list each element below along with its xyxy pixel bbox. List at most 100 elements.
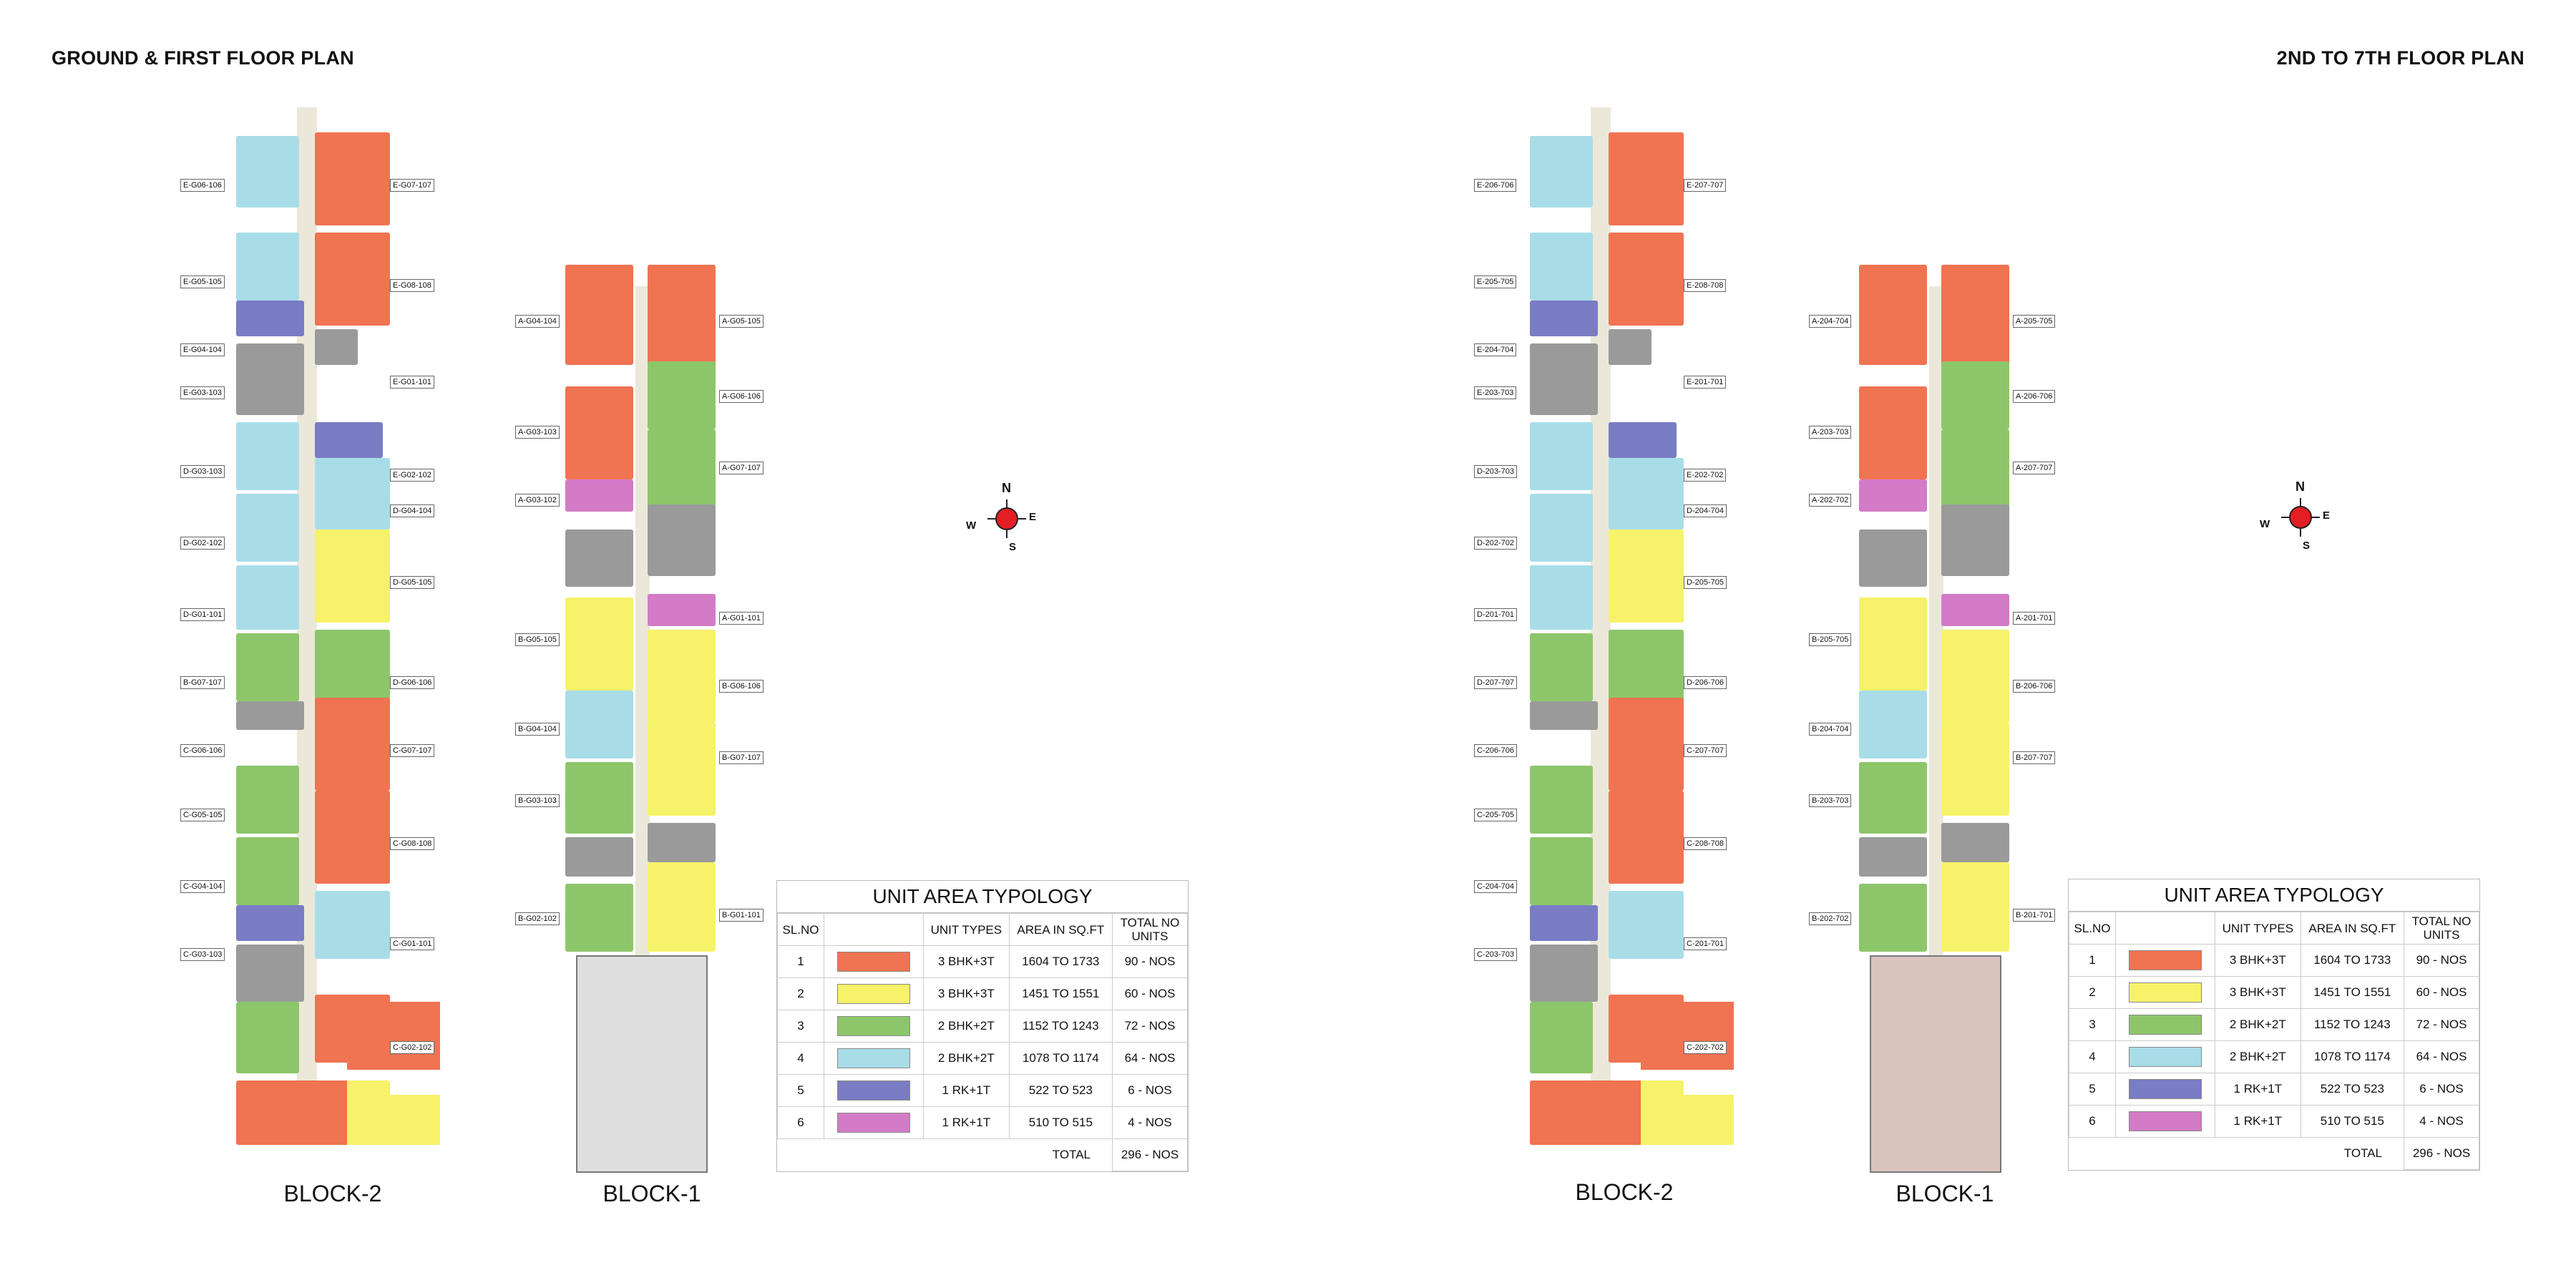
block2-unit-west [1530, 701, 1598, 730]
legend-color-swatch [2129, 1047, 2202, 1067]
block1-unit-east [648, 630, 716, 723]
block1-unit-west [565, 386, 633, 479]
legend-swatch [824, 945, 924, 978]
compass-right: N S E W [2260, 479, 2333, 552]
unit-tag: C-G02-102 [390, 1041, 435, 1054]
unit-tag: A-G06-106 [719, 390, 763, 403]
legend-type: 1 RK+1T [2215, 1105, 2301, 1138]
unit-tag: D-G03-103 [180, 465, 225, 478]
legend-header-area: AREA IN SQ.FT [2300, 912, 2405, 945]
legend-color-swatch [837, 1048, 910, 1068]
legend-sl: 1 [777, 945, 824, 978]
unit-tag: A-G07-107 [719, 462, 763, 474]
block2-unit-west [1530, 945, 1598, 1002]
block2-unit-east [315, 630, 390, 701]
legend-sl: 1 [2069, 944, 2116, 977]
block1-unit-west [1859, 386, 1927, 479]
legend-color-swatch [837, 1080, 910, 1101]
legend-total: 64 - NOS [1112, 1042, 1188, 1075]
block2-unit-west [1530, 766, 1593, 834]
legend-swatch [2115, 1040, 2215, 1073]
block2-unit-west [236, 136, 299, 208]
block2-unit-east [1609, 698, 1684, 791]
legend-row: 4 2 BHK+2T 1078 TO 1174 64 - NOS [777, 1042, 1188, 1075]
block1-podium [576, 955, 708, 1173]
block1-unit-west [565, 530, 633, 587]
unit-tag: B-205-705 [1809, 633, 1852, 646]
legend-type: 3 BHK+3T [923, 945, 1010, 978]
block1-unit-west [565, 884, 633, 952]
unit-tag: A-G03-103 [515, 426, 560, 439]
unit-tag: D-201-701 [1474, 608, 1517, 621]
block2-unit-west [236, 422, 299, 490]
unit-tag: D-207-707 [1474, 676, 1517, 689]
legend-swatch [2115, 1073, 2215, 1106]
unit-tag: D-G06-106 [390, 676, 435, 689]
block2-unit-west [1530, 633, 1593, 701]
legend-total: 60 - NOS [1112, 977, 1188, 1010]
unit-tag: C-205-705 [1474, 809, 1517, 821]
legend-color-swatch [837, 1113, 910, 1133]
legend-sl: 4 [777, 1042, 824, 1075]
unit-tag: C-G06-106 [180, 744, 225, 757]
compass-e: E [2323, 509, 2331, 522]
block2-unit-east [1609, 630, 1684, 701]
legend-type: 2 BHK+2T [923, 1042, 1010, 1075]
legend-area: 1604 TO 1733 [2300, 944, 2405, 977]
unit-tag: B-G03-103 [515, 794, 560, 807]
block1-unit-west [1859, 837, 1927, 877]
block1-unit-east [648, 862, 716, 952]
block2-unit-west [1530, 837, 1593, 905]
block1-unit-east [1941, 361, 2009, 429]
legend-row: 3 2 BHK+2T 1152 TO 1243 72 - NOS [777, 1010, 1188, 1043]
legend-sl: 3 [777, 1010, 824, 1043]
legend-color-swatch [2129, 1111, 2202, 1131]
legend-row: 6 1 RK+1T 510 TO 515 4 - NOS [2069, 1105, 2479, 1138]
legend-header-total: TOTAL NO UNITS [2404, 912, 2479, 945]
block1-unit-east [648, 265, 716, 365]
legend-color-swatch [2129, 950, 2202, 970]
block2-unit-east [1609, 329, 1652, 365]
unit-tag: D-203-703 [1474, 465, 1517, 478]
legend-color-swatch [837, 1016, 910, 1036]
legend-swatch [824, 977, 924, 1010]
block1-unit-west [565, 479, 633, 512]
legend-color-swatch [2129, 1015, 2202, 1035]
block2-unit-west [236, 701, 304, 730]
unit-tag: D-204-704 [1684, 504, 1727, 517]
legend-header-type: UNIT TYPES [923, 913, 1010, 946]
block2-unit-east [315, 698, 390, 791]
block1-unit-west [565, 762, 633, 834]
block1-unit-west [1859, 597, 1927, 691]
unit-tag: E-G06-106 [180, 179, 225, 192]
unit-tag: D-G02-102 [180, 537, 225, 550]
legend-area: 522 TO 523 [2300, 1073, 2405, 1106]
block1-unit-east [648, 823, 716, 862]
block1-unit-west [565, 265, 633, 365]
block1-unit-west [1859, 265, 1927, 365]
legend-color-swatch [2129, 1079, 2202, 1099]
block1-unit-east [1941, 630, 2009, 723]
legend-title: UNIT AREA TYPOLOGY [777, 881, 1188, 913]
block1-unit-east [648, 361, 716, 429]
block1-unit-west [565, 837, 633, 877]
block2-unit-west [236, 766, 299, 834]
legend-title: UNIT AREA TYPOLOGY [2069, 879, 2479, 912]
block2-unit-west [1530, 343, 1598, 415]
legend-area: 510 TO 515 [2300, 1105, 2405, 1138]
legend-row: 3 2 BHK+2T 1152 TO 1243 72 - NOS [2069, 1008, 2479, 1041]
block1-unit-east [648, 429, 716, 508]
block2-unit-west [1530, 1002, 1593, 1073]
unit-tag: D-G05-105 [390, 576, 435, 589]
unit-tag: B-207-707 [2013, 751, 2056, 764]
unit-tag: E-G03-103 [180, 386, 225, 399]
legend-sl: 2 [777, 977, 824, 1010]
block1-corridor [1929, 286, 1943, 959]
block2-label-left: BLOCK-2 [283, 1181, 382, 1206]
block2-unit-east-end [1641, 1002, 1734, 1070]
block2-unit-west [236, 945, 304, 1002]
block2-unit-east [1609, 422, 1677, 458]
unit-tag: B-201-701 [2013, 909, 2056, 922]
block2-unit-west [236, 301, 304, 336]
legend-total-value: 296 - NOS [2404, 1137, 2479, 1170]
